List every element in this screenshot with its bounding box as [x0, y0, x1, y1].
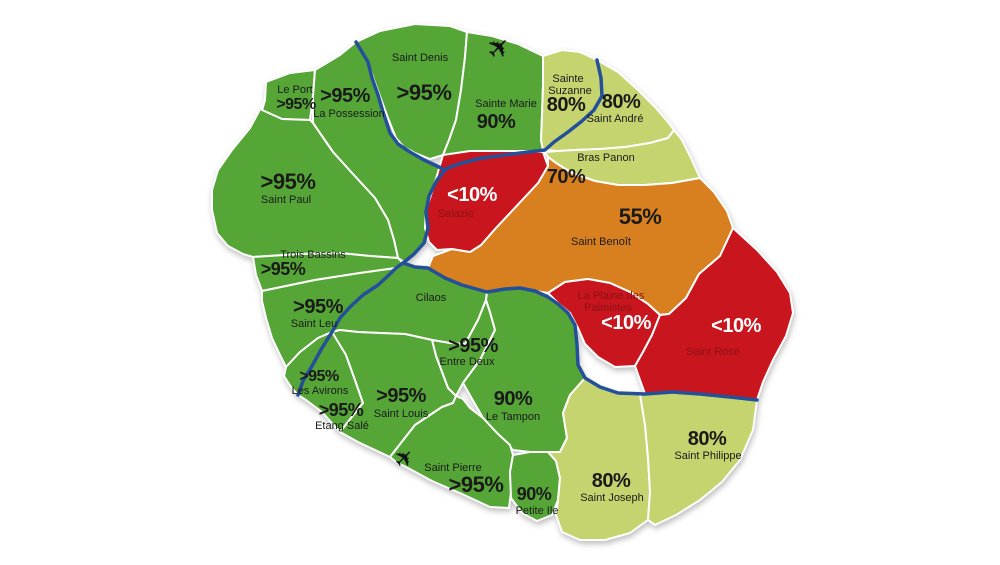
region-value-la-possession: >95%: [320, 85, 370, 107]
region-name-saint-pierre: Saint Pierre: [424, 462, 481, 474]
river-south: [401, 261, 759, 402]
river-northeast: [443, 58, 604, 172]
region-name-saint-joseph: Saint Joseph: [580, 492, 644, 504]
island-group: [211, 23, 794, 541]
region-value-entre-deux: >95%: [448, 335, 498, 357]
region-name-la-plaine-1: La Plaine des: [578, 290, 645, 302]
region-value-saint-leu: >95%: [293, 296, 343, 318]
region-name-saint-andre: Saint André: [587, 113, 644, 125]
river-northwest: [296, 40, 447, 397]
region-name-saint-denis: Saint Denis: [392, 52, 449, 64]
region-value-saint-denis: >95%: [397, 80, 452, 105]
region-value-saint-benoit: 55%: [619, 204, 662, 229]
region-name-saint-leu: Saint Leu: [291, 318, 337, 330]
region-name-sainte-suzanne-1: Sainte: [552, 73, 583, 85]
region-name-la-possession: La Possession: [313, 108, 385, 120]
region-name-cilaos: Cilaos: [416, 292, 447, 304]
region-value-le-tampon: 90%: [494, 388, 533, 410]
region-value-salazie: <10%: [447, 184, 497, 206]
region-name-sainte-suzanne-2: Suzanne: [548, 85, 591, 97]
region-value-saint-louis: >95%: [376, 385, 426, 407]
region-labels: Le Port >95% >95% La Possession Saint De…: [261, 52, 763, 517]
region-name-saint-louis: Saint Louis: [374, 408, 429, 420]
region-value-les-avirons: >95%: [299, 368, 339, 385]
region-petite-ile: [509, 451, 561, 522]
region-name-saint-benoit: Saint Benoît: [571, 236, 631, 248]
region-name-les-avirons: Les Avirons: [292, 385, 349, 397]
region-name-sainte-marie: Sainte Marie: [475, 98, 537, 110]
region-name-trois-bassins: Trois Bassins: [280, 249, 346, 261]
region-name-petite-ile: Petite Ile: [516, 505, 559, 517]
region-value-saint-joseph: 80%: [592, 470, 631, 492]
region-value-le-port: >95%: [276, 96, 316, 113]
region-value-bras-panon: 70%: [547, 166, 586, 188]
region-name-le-tampon: Le Tampon: [486, 411, 540, 423]
region-value-etang-sale: >95%: [319, 400, 364, 420]
region-value-sainte-marie: 90%: [477, 111, 516, 133]
region-name-bras-panon: Bras Panon: [577, 152, 634, 164]
region-value-saint-paul: >95%: [261, 169, 316, 194]
region-name-salazie: Salazie: [438, 208, 474, 220]
region-name-la-plaine-2: Palmistes: [584, 302, 632, 314]
region-value-sainte-suzanne: 80%: [547, 94, 586, 116]
region-value-saint-pierre: >95%: [449, 472, 504, 497]
region-value-trois-bassins: >95%: [261, 259, 306, 279]
region-name-etang-sale: Etang Salé: [315, 420, 369, 432]
region-value-la-plaine: <10%: [601, 312, 651, 334]
region-value-saint-andre: 80%: [602, 91, 641, 113]
region-name-saint-philippe: Saint Philippe: [674, 450, 741, 462]
region-name-le-port: Le Port: [277, 84, 312, 96]
region-name-saint-paul: Saint Paul: [261, 194, 311, 206]
region-name-saint-rose: Saint Rose: [686, 346, 740, 358]
region-saint-pierre: [389, 395, 514, 509]
region-name-entre-deux: Entre Deux: [439, 356, 495, 368]
region-value-petite-ile: 90%: [517, 484, 552, 504]
region-value-saint-philippe: 80%: [688, 428, 727, 450]
region-value-saint-rose: <10%: [711, 315, 761, 337]
